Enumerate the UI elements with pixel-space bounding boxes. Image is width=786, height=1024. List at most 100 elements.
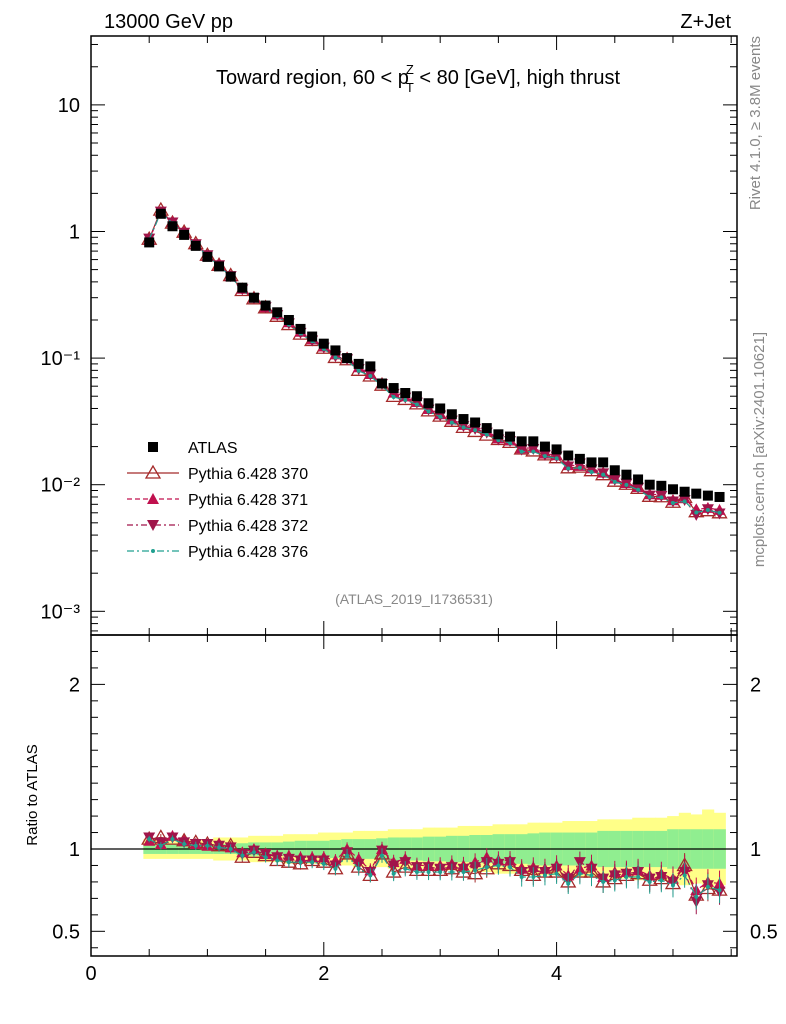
main-point-p376 (647, 494, 652, 499)
atlas-point (283, 314, 294, 325)
main-point-p376 (694, 510, 699, 515)
ratio-point-p370 (292, 855, 309, 870)
mcplots-label: mcplots.cern.ch [arXiv:2401.10621] (751, 332, 768, 567)
rivet-label: Rivet 4.1.0, ≥ 3.8M events (747, 36, 764, 210)
y-tick-label-ratio-right: 0.5 (750, 921, 778, 943)
main-point-p376 (670, 500, 675, 505)
x-tick-label: 4 (551, 963, 562, 985)
legend-marker (147, 493, 159, 504)
ratio-point-p376 (577, 871, 582, 876)
ratio-point-p376 (333, 866, 338, 871)
atlas-point (155, 208, 166, 219)
ratio-point-p376 (461, 870, 466, 875)
atlas-point (330, 345, 341, 356)
y-tick-label-main: 1 (69, 221, 80, 243)
main-point-p376 (356, 368, 361, 373)
atlas-point (190, 240, 201, 251)
main-point-p376 (636, 487, 641, 492)
main-point-p372 (527, 444, 540, 456)
atlas-point (260, 300, 271, 311)
ratio-point-p376 (147, 837, 152, 842)
atlas-point (167, 221, 178, 232)
atlas-point (679, 486, 690, 497)
ratio-point-p376 (228, 847, 233, 851)
y-tick-label-ratio: 1 (69, 839, 80, 861)
y-tick-label-ratio-right: 1 (750, 839, 761, 861)
main-point-p376 (589, 469, 594, 474)
ratio-point-p376 (449, 870, 454, 875)
ratio-point-p376 (473, 868, 478, 873)
atlas-point (691, 488, 702, 499)
ratio-point-p376 (275, 858, 280, 863)
atlas-point (714, 491, 725, 502)
ratio-point-p376 (310, 860, 315, 865)
atlas-point (248, 292, 259, 303)
atlas-point (551, 444, 562, 455)
ratio-point-p376 (670, 883, 675, 888)
ratio-point-p376 (508, 865, 513, 870)
main-point-p376 (461, 425, 466, 430)
ratio-point-p376 (217, 845, 222, 850)
title-sup: Z (406, 62, 414, 77)
legend-marker (151, 549, 155, 553)
y-tick-label-main: 10⁻³ (41, 601, 81, 623)
ratio-panel-frame (90, 634, 738, 957)
main-point-p376 (519, 449, 524, 454)
main-point-p376 (438, 414, 443, 419)
ratio-ylabel: Ratio to ATLAS (24, 744, 41, 845)
main-point-p376 (426, 409, 431, 414)
legend-marker (148, 442, 158, 452)
main-point-p376 (612, 479, 617, 484)
y-tick-label-main: 10⁻¹ (41, 348, 81, 370)
legend-marker (147, 520, 159, 531)
atlas-point (318, 338, 329, 349)
atlas-point (272, 307, 283, 318)
y-tick-label-main: 10 (58, 95, 80, 117)
atlas-point (505, 431, 516, 442)
ratio-point-p376 (391, 871, 396, 876)
ratio-point-p376 (647, 879, 652, 884)
main-point-p376 (577, 465, 582, 470)
main-point-p376 (531, 449, 536, 454)
main-point-p376 (542, 454, 547, 459)
ratio-point-p376 (286, 860, 291, 865)
atlas-point (633, 474, 644, 485)
ratio-point-p376 (356, 866, 361, 871)
atlas-point (528, 436, 539, 447)
ratio-point-p376 (531, 874, 536, 879)
ratio-point-p376 (182, 842, 187, 847)
atlas-point (214, 261, 225, 272)
ratio-point-p376 (205, 843, 210, 848)
ratio-point-p376 (263, 855, 268, 860)
main-point-p376 (566, 466, 571, 471)
main-point-p376 (682, 499, 687, 504)
main-point-p376 (554, 456, 559, 461)
atlas-point (400, 388, 411, 399)
legend-marker (144, 464, 162, 479)
legend-label: Pythia 6.428 371 (188, 492, 308, 509)
atlas-point (458, 414, 469, 425)
main-point-p376 (601, 472, 606, 477)
ratio-point-p376 (426, 870, 431, 875)
ratio-point-p376 (496, 863, 501, 868)
atlas-point (353, 358, 364, 369)
y-tick-label-ratio: 2 (69, 674, 80, 696)
atlas-point (376, 378, 387, 389)
atlas-point (702, 490, 713, 501)
atlas-point (481, 423, 492, 434)
legend-label: Pythia 6.428 376 (188, 544, 308, 561)
ratio-point-p376 (694, 894, 699, 899)
atlas-point (179, 229, 190, 240)
y-tick-label-ratio: 0.5 (52, 921, 80, 943)
main-point-p376 (403, 398, 408, 403)
ratio-point-p376 (484, 865, 489, 870)
main-point-p376 (508, 440, 513, 445)
x-tick-label: 2 (318, 963, 329, 985)
main-point-p376 (391, 394, 396, 399)
ratio-point-p372 (573, 857, 586, 869)
ratio-point-p376 (345, 853, 350, 858)
ratio-point-p376 (682, 873, 687, 878)
main-point-p372 (690, 509, 703, 521)
ratio-point-p376 (170, 837, 175, 842)
